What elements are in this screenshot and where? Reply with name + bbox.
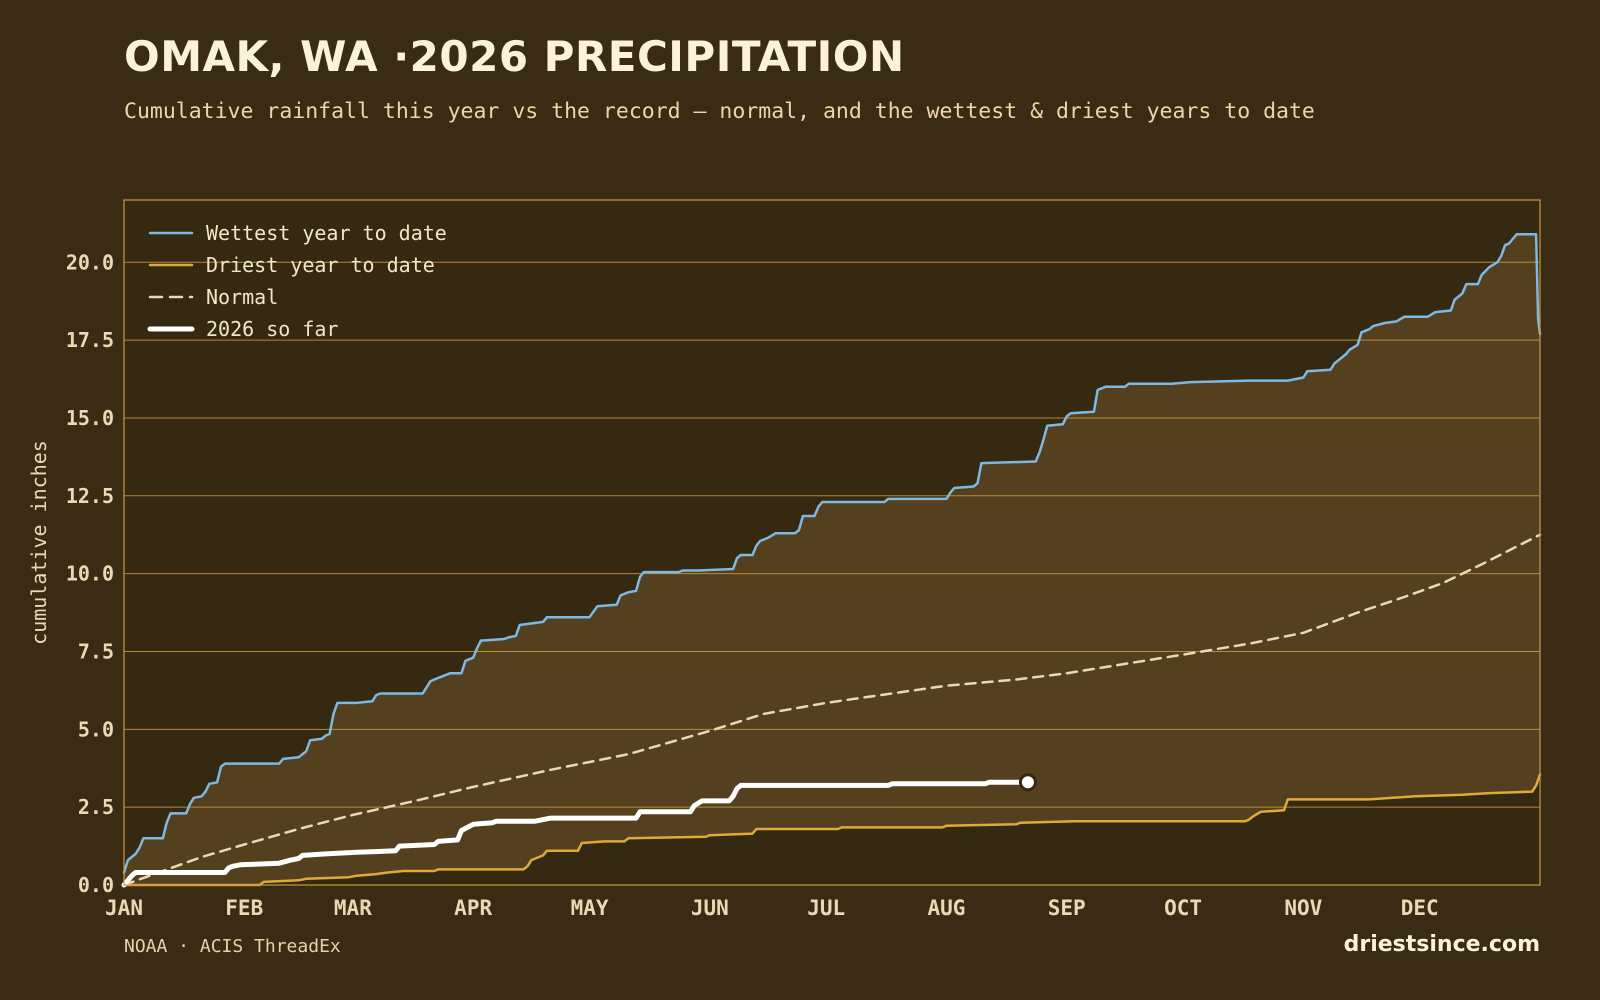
- y-tick-label: 0.0: [78, 873, 114, 897]
- series-line-2026-so-far: [121, 779, 1031, 888]
- series-line-driest-year-to-date: [122, 773, 1542, 887]
- y-tick-label: 20.0: [66, 250, 114, 274]
- plot-frame: [123, 199, 1541, 886]
- legend-label-normal: Normal: [206, 285, 278, 309]
- x-tick-label-jun: JUN: [691, 896, 729, 920]
- y-tick-label: 5.0: [78, 717, 114, 741]
- x-tick-label-aug: AUG: [927, 896, 965, 920]
- chart-title: OMAK, WA ·2026 PRECIPITATION: [124, 32, 905, 81]
- y-tick-label: 15.0: [66, 406, 114, 430]
- y-tick-label: 10.0: [66, 562, 114, 586]
- x-tick-label-oct: OCT: [1164, 896, 1202, 920]
- x-tick-label-dec: DEC: [1401, 896, 1439, 920]
- x-tick-label-sep: SEP: [1048, 896, 1086, 920]
- wettest-driest-band: [124, 234, 1540, 885]
- x-tick-label-mar: MAR: [334, 896, 372, 920]
- x-tick-label-jan: JAN: [105, 896, 143, 920]
- series-layer: [121, 233, 1542, 888]
- current-end-point: [1018, 773, 1037, 792]
- x-tick-label-jul: JUL: [807, 896, 845, 920]
- series-line-wettest-year-to-date: [122, 233, 1542, 874]
- series-line-normal: [122, 533, 1542, 887]
- y-axis-label: cumulative inches: [27, 440, 51, 645]
- y-tick-label: 17.5: [66, 328, 114, 352]
- y-tick-label: 12.5: [66, 484, 114, 508]
- x-tick-label-may: MAY: [571, 896, 609, 920]
- legend-label-2026-so-far: 2026 so far: [206, 317, 338, 341]
- x-tick-label-apr: APR: [454, 896, 492, 920]
- brand-link[interactable]: driestsince.com: [1343, 932, 1540, 957]
- data-source: NOAA · ACIS ThreadEx: [124, 936, 341, 957]
- chart-subtitle: Cumulative rainfall this year vs the rec…: [124, 99, 1315, 124]
- legend: Wettest year to date Driest year to date N…: [147, 221, 447, 341]
- y-tick-label: 2.5: [78, 795, 114, 819]
- x-tick-label-nov: NOV: [1284, 896, 1322, 920]
- y-tick-label: 7.5: [78, 639, 114, 663]
- range-band-layer: [124, 234, 1540, 885]
- legend-label-wettest-year-to-date: Wettest year to date: [206, 221, 447, 245]
- x-tick-label-feb: FEB: [225, 896, 263, 920]
- axis-layer: 0.0 2.5 5.0 7.5 10.0 12.5 15.0 17.5 20.0 JAN FEB MA…: [66, 250, 1439, 920]
- legend-label-driest-year-to-date: Driest year to date: [206, 253, 435, 277]
